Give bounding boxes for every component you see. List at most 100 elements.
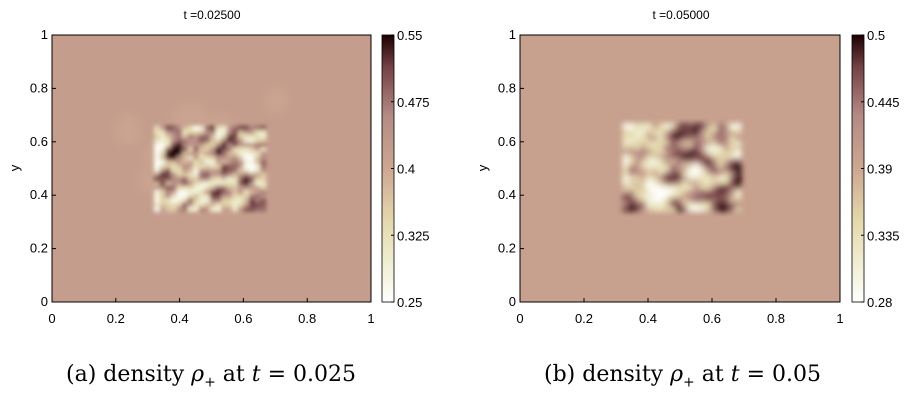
density-cell bbox=[159, 177, 166, 182]
density-cell bbox=[237, 168, 244, 174]
density-cell bbox=[705, 136, 712, 142]
density-cell bbox=[675, 198, 683, 204]
density-cell bbox=[221, 202, 228, 208]
density-cell bbox=[634, 171, 641, 177]
density-cell bbox=[260, 189, 267, 195]
density-cell bbox=[681, 180, 689, 186]
density-cell bbox=[176, 181, 183, 187]
density-cell bbox=[652, 123, 659, 129]
density-cell bbox=[681, 131, 689, 137]
density-cell bbox=[705, 131, 712, 137]
density-cell bbox=[699, 131, 706, 137]
density-cell bbox=[237, 164, 244, 170]
density-cell bbox=[232, 125, 239, 131]
density-cell bbox=[154, 168, 161, 174]
density-cell bbox=[165, 177, 172, 182]
density-cell bbox=[628, 153, 635, 159]
density-cell bbox=[705, 145, 712, 151]
density-cell bbox=[193, 134, 200, 140]
density-cell bbox=[165, 189, 172, 195]
density-cell bbox=[181, 147, 189, 153]
density-cell bbox=[221, 159, 228, 165]
density-cell bbox=[717, 202, 724, 208]
density-cell bbox=[652, 149, 659, 155]
density-cell bbox=[181, 194, 189, 200]
density-cell bbox=[669, 123, 677, 129]
density-cell bbox=[198, 181, 205, 187]
density-cell bbox=[154, 125, 161, 131]
density-cell bbox=[165, 138, 172, 144]
density-cell bbox=[669, 193, 677, 199]
density-cell bbox=[260, 177, 267, 182]
density-cell bbox=[669, 184, 677, 190]
caption-b-label: (b) density bbox=[544, 362, 671, 387]
density-cell bbox=[699, 184, 706, 190]
density-cell bbox=[181, 159, 189, 165]
density-cell bbox=[248, 189, 256, 195]
density-cell bbox=[675, 140, 683, 146]
caption-a-eq: = 0.025 bbox=[260, 362, 357, 387]
density-cell bbox=[176, 155, 183, 161]
density-cell bbox=[723, 145, 730, 151]
density-cell bbox=[628, 131, 635, 137]
density-cell bbox=[693, 158, 700, 164]
ghost-blob bbox=[171, 104, 208, 129]
density-cell bbox=[226, 147, 233, 153]
density-cell bbox=[663, 180, 671, 186]
density-cell bbox=[711, 136, 718, 142]
density-cell bbox=[215, 194, 222, 200]
density-cell bbox=[734, 171, 742, 177]
density-cell bbox=[693, 127, 700, 133]
density-cell bbox=[699, 189, 706, 195]
density-cell bbox=[248, 159, 256, 165]
density-cell bbox=[717, 162, 724, 168]
density-cell bbox=[204, 159, 211, 165]
density-cell bbox=[176, 130, 183, 135]
density-cell bbox=[254, 155, 261, 161]
density-cell bbox=[693, 184, 700, 190]
density-cell bbox=[193, 151, 200, 157]
density-cell bbox=[204, 151, 211, 157]
density-cell bbox=[705, 158, 712, 164]
density-cell bbox=[232, 189, 239, 195]
density-cell bbox=[646, 175, 653, 181]
colorbar-tick-label: 0.325 bbox=[397, 228, 430, 243]
density-cell bbox=[669, 162, 677, 168]
density-cell bbox=[657, 175, 665, 181]
density-cell bbox=[675, 127, 683, 133]
density-cell bbox=[209, 194, 217, 200]
density-cell bbox=[681, 189, 689, 195]
density-cell bbox=[622, 127, 629, 133]
density-cell bbox=[215, 151, 222, 157]
colorbar-tick-label: 0.475 bbox=[397, 95, 430, 110]
density-cell bbox=[640, 175, 647, 181]
density-cell bbox=[652, 180, 659, 186]
caption-b-sub: + bbox=[683, 374, 695, 391]
density-cell bbox=[170, 159, 178, 165]
density-cell bbox=[243, 159, 250, 165]
density-cell bbox=[170, 155, 178, 161]
density-cell bbox=[193, 142, 200, 148]
density-cell bbox=[193, 168, 200, 174]
density-cell bbox=[675, 206, 683, 212]
density-cell bbox=[254, 168, 261, 174]
density-cell bbox=[170, 181, 178, 187]
density-cell bbox=[154, 202, 161, 208]
density-cell bbox=[669, 140, 677, 146]
density-cell bbox=[254, 185, 261, 191]
density-cell bbox=[243, 189, 250, 195]
density-cell bbox=[165, 159, 172, 165]
density-cell bbox=[699, 193, 706, 199]
density-cell bbox=[675, 153, 683, 159]
density-cell bbox=[705, 184, 712, 190]
density-cell bbox=[640, 193, 647, 199]
density-cell bbox=[622, 184, 629, 190]
density-cell bbox=[646, 145, 653, 151]
density-cell bbox=[628, 180, 635, 186]
density-cell bbox=[717, 123, 724, 129]
density-cell bbox=[663, 189, 671, 195]
density-cell bbox=[243, 130, 250, 135]
density-cell bbox=[728, 140, 736, 146]
density-cell bbox=[181, 155, 189, 161]
density-cell bbox=[728, 193, 736, 199]
